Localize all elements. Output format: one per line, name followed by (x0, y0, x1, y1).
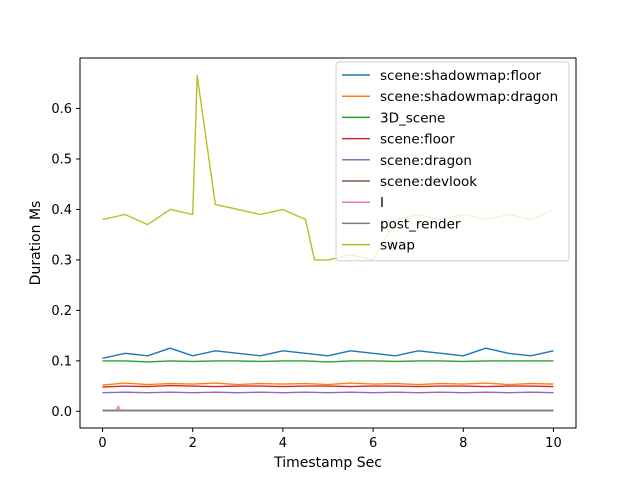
legend-entry: I (380, 195, 384, 211)
y-tick-label: 0.4 (51, 203, 72, 218)
legend-entry: scene:shadowmap:floor (380, 68, 541, 84)
legend-entry: swap (380, 238, 415, 254)
axes-frame (79, 57, 577, 429)
legend-entry: post_render (380, 216, 461, 232)
legend-entry: scene:floor (380, 132, 455, 148)
y-tick-label: 0.1 (51, 354, 72, 369)
x-tick-label: 6 (369, 436, 377, 451)
legend-box (335, 61, 570, 262)
legend-entry: scene:devlook (380, 174, 477, 190)
legend-entry: scene:dragon (380, 153, 472, 169)
y-tick-label: 0.3 (51, 253, 72, 268)
legend: scene:shadowmap:floor scene:shadowmap:dra… (335, 61, 570, 262)
y-tick-label: 0.6 (51, 102, 72, 117)
y-axis-label: Duration Ms (28, 201, 44, 286)
x-tick-label: 2 (189, 436, 197, 451)
x-axis-label: Timestamp Sec (273, 455, 382, 471)
series-line-1 (102, 382, 554, 386)
series-line-4 (102, 391, 554, 394)
y-tick-label: 0.0 (51, 405, 72, 420)
legend-entry: 3D_scene (380, 110, 445, 126)
y-axis-ticks: 0.0 0.1 0.2 0.3 0.4 0.5 0.6 (51, 102, 80, 420)
series-line-3 (102, 384, 554, 388)
legend-entry: scene:shadowmap:dragon (380, 89, 558, 105)
x-tick-label: 10 (545, 436, 562, 451)
series-line-2 (102, 360, 554, 363)
x-tick-label: 0 (98, 436, 106, 451)
x-tick-label: 4 (279, 436, 287, 451)
y-tick-label: 0.5 (51, 152, 72, 167)
x-tick-label: 8 (459, 436, 467, 451)
series-line-0 (102, 347, 554, 359)
y-tick-label: 0.2 (51, 304, 72, 319)
x-axis-ticks: 0 2 4 6 8 10 (98, 428, 562, 451)
